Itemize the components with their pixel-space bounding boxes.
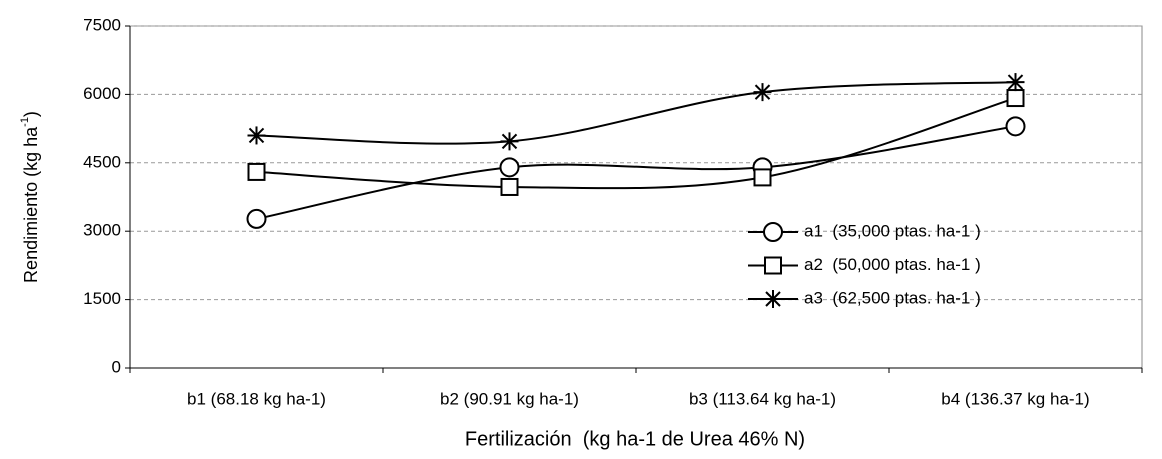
x-axis-title: Fertilización (kg ha-1 de Urea 46% N) bbox=[465, 428, 805, 450]
legend-label: a3 (62,500 ptas. ha-1 ) bbox=[804, 288, 981, 307]
marker-star bbox=[764, 290, 782, 308]
y-tick-label: 7500 bbox=[83, 15, 121, 34]
legend-label: a2 (50,000 ptas. ha-1 ) bbox=[804, 255, 981, 274]
y-tick-label: 1500 bbox=[83, 289, 121, 308]
x-tick-label: b4 (136.37 kg ha-1) bbox=[941, 389, 1089, 408]
y-axis-title-sup: -1 bbox=[19, 117, 31, 127]
marker-stroke bbox=[754, 84, 771, 100]
y-axis-title-main: Rendimiento (kg ha bbox=[21, 126, 41, 283]
x-tick-label: b2 (90.91 kg ha-1) bbox=[440, 389, 579, 408]
marker-star bbox=[753, 83, 772, 102]
marker-square bbox=[753, 168, 772, 187]
marker-square bbox=[764, 256, 782, 275]
y-axis-title: Rendimiento (kg ha-1) bbox=[19, 111, 41, 283]
x-tick-label: b1 (68.18 kg ha-1) bbox=[187, 389, 326, 408]
marker-star bbox=[500, 132, 519, 151]
marker-stroke bbox=[501, 133, 518, 150]
series-line bbox=[256, 125, 1016, 220]
y-axis-title-end: ) bbox=[21, 111, 41, 117]
y-tick-label: 0 bbox=[112, 357, 121, 376]
series-line bbox=[256, 97, 1016, 190]
marker-stroke bbox=[248, 127, 265, 144]
marker-circle bbox=[763, 222, 783, 242]
legend-label: a1 (35,000 ptas. ha-1 ) bbox=[804, 221, 981, 240]
plot-area bbox=[129, 25, 1143, 369]
x-tick-label: b3 (113.64 kg ha-1) bbox=[689, 389, 836, 408]
y-tick-label: 3000 bbox=[83, 221, 121, 240]
marker-square bbox=[247, 162, 266, 181]
marker-stroke bbox=[1007, 74, 1024, 90]
marker-star bbox=[1006, 73, 1025, 92]
marker-stroke bbox=[765, 291, 781, 307]
y-tick-label: 6000 bbox=[83, 84, 121, 103]
marker-square bbox=[500, 177, 519, 196]
marker-circle bbox=[1005, 116, 1026, 137]
series-line bbox=[256, 81, 1016, 145]
y-tick-label: 4500 bbox=[83, 152, 121, 171]
marker-circle bbox=[499, 157, 520, 178]
marker-circle bbox=[246, 208, 267, 229]
marker-square bbox=[1006, 89, 1025, 108]
marker-star bbox=[247, 126, 266, 145]
